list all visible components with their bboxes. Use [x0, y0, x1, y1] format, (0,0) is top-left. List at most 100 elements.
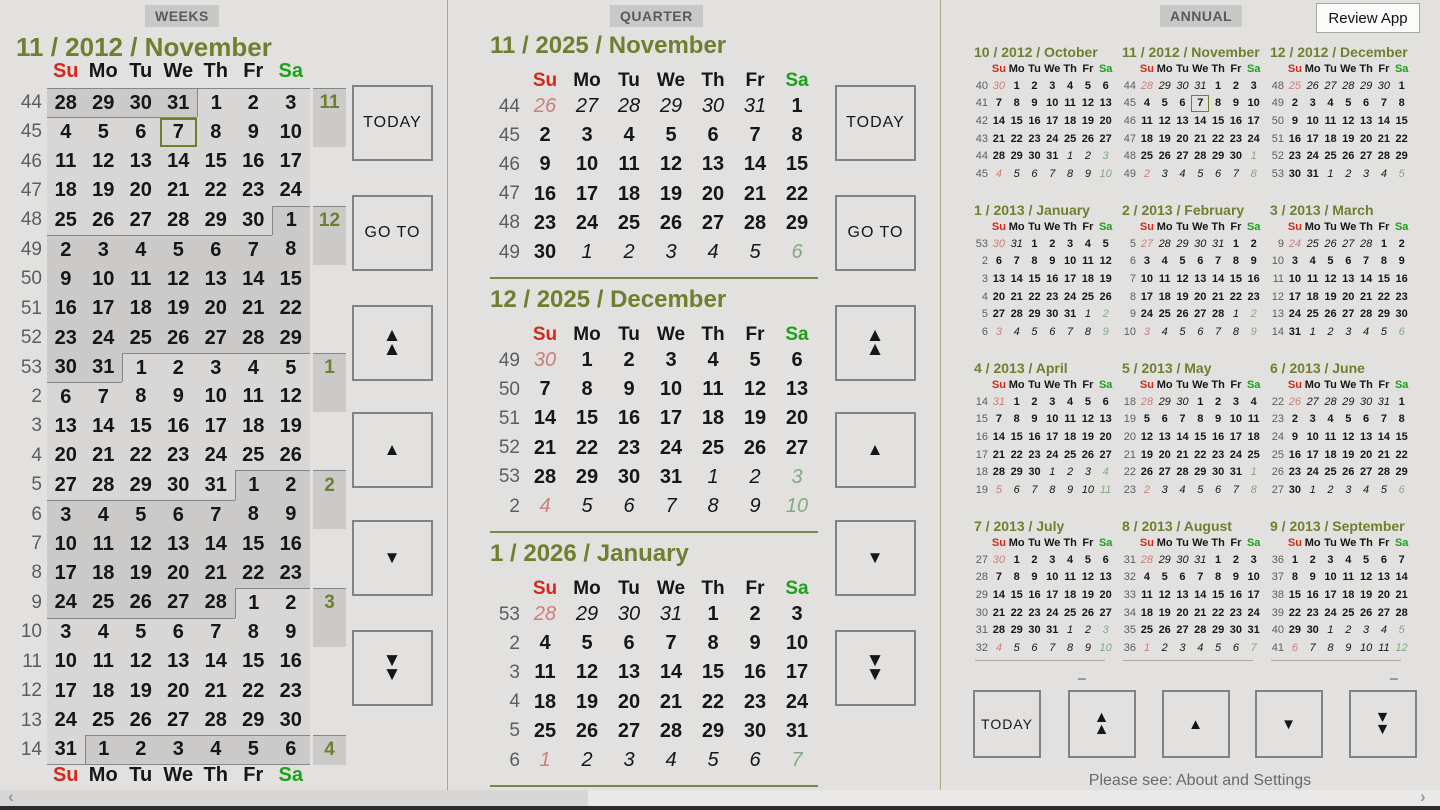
- day-cell[interactable]: 7: [159, 117, 197, 147]
- day-cell[interactable]: 22: [1229, 290, 1242, 303]
- day-cell[interactable]: 2: [623, 241, 635, 264]
- day-cell[interactable]: 12: [1176, 272, 1189, 285]
- day-cell[interactable]: 28: [659, 719, 683, 742]
- day-cell[interactable]: 9: [749, 495, 761, 518]
- day-cell[interactable]: 19: [159, 293, 197, 324]
- day-cell[interactable]: 19: [1342, 132, 1355, 145]
- day-cell[interactable]: 29: [1194, 466, 1207, 479]
- day-cell[interactable]: 26: [1306, 79, 1319, 92]
- day-cell[interactable]: 30: [1176, 79, 1189, 92]
- day-cell[interactable]: 8: [197, 117, 235, 147]
- annual-up-button[interactable]: ▲: [1162, 690, 1230, 758]
- day-cell[interactable]: 3: [47, 617, 85, 648]
- day-cell[interactable]: 24: [1247, 132, 1260, 145]
- day-cell[interactable]: 7: [1309, 641, 1316, 654]
- day-cell[interactable]: 13: [1099, 571, 1112, 584]
- day-cell[interactable]: 20: [1359, 132, 1373, 145]
- day-cell[interactable]: 27: [785, 436, 809, 459]
- day-cell[interactable]: 31: [785, 719, 809, 742]
- day-cell[interactable]: 8: [707, 632, 719, 655]
- day-cell[interactable]: 9: [1232, 571, 1239, 584]
- day-cell[interactable]: 7: [791, 749, 803, 772]
- day-cell[interactable]: 6: [1232, 641, 1239, 654]
- day-cell[interactable]: 12: [1158, 588, 1171, 601]
- day-cell[interactable]: 8: [1250, 167, 1257, 180]
- day-cell[interactable]: 31: [659, 603, 683, 626]
- day-cell[interactable]: 18: [1063, 588, 1077, 601]
- day-cell[interactable]: 6: [1380, 553, 1387, 566]
- day-cell[interactable]: 2: [1232, 553, 1239, 566]
- day-cell[interactable]: 2: [1143, 483, 1150, 496]
- day-cell[interactable]: 6: [791, 349, 803, 372]
- day-cell[interactable]: 1: [1067, 624, 1074, 637]
- day-cell[interactable]: 10: [1306, 430, 1319, 443]
- day-cell[interactable]: 18: [234, 411, 272, 442]
- day-cell[interactable]: 8: [234, 499, 272, 530]
- day-cell[interactable]: 21: [234, 293, 272, 324]
- day-cell[interactable]: 16: [272, 647, 310, 677]
- day-cell[interactable]: 20: [159, 676, 197, 706]
- day-cell[interactable]: 30: [992, 79, 1006, 92]
- day-cell[interactable]: 26: [743, 436, 767, 459]
- day-cell[interactable]: 28: [1158, 237, 1171, 250]
- day-cell[interactable]: 27: [617, 719, 641, 742]
- day-cell[interactable]: 13: [1194, 272, 1207, 285]
- day-cell[interactable]: 28: [1359, 308, 1373, 321]
- day-cell[interactable]: 2: [272, 470, 310, 500]
- day-cell[interactable]: 24: [1046, 606, 1059, 619]
- day-cell[interactable]: 30: [272, 705, 310, 736]
- day-cell[interactable]: 14: [234, 264, 272, 294]
- day-cell[interactable]: 26: [1324, 308, 1337, 321]
- day-cell[interactable]: 11: [1082, 255, 1094, 268]
- day-cell[interactable]: 4: [1067, 553, 1074, 566]
- day-cell[interactable]: 22: [1211, 132, 1225, 145]
- day-cell[interactable]: 6: [1345, 255, 1352, 268]
- day-cell[interactable]: 12: [1081, 571, 1094, 584]
- day-cell[interactable]: 16: [1247, 272, 1260, 285]
- day-cell[interactable]: 28: [1377, 466, 1390, 479]
- day-cell[interactable]: 14: [992, 430, 1006, 443]
- day-cell[interactable]: 16: [1395, 272, 1408, 285]
- day-cell[interactable]: 5: [1161, 97, 1168, 110]
- annual-fast-up-button[interactable]: ▲ ▲: [1068, 690, 1136, 758]
- day-cell[interactable]: 9: [272, 499, 310, 530]
- day-cell[interactable]: 19: [1324, 290, 1337, 303]
- day-cell[interactable]: 28: [197, 705, 235, 736]
- day-cell[interactable]: 6: [791, 241, 803, 264]
- day-cell[interactable]: 26: [159, 323, 197, 353]
- day-cell[interactable]: 19: [122, 676, 160, 706]
- day-cell[interactable]: 31: [1306, 167, 1319, 180]
- day-cell[interactable]: 23: [1288, 466, 1302, 479]
- day-cell[interactable]: 4: [1179, 167, 1186, 180]
- day-cell[interactable]: 6: [1179, 97, 1186, 110]
- day-cell[interactable]: 16: [617, 407, 641, 430]
- day-cell[interactable]: 17: [1140, 290, 1154, 303]
- day-cell[interactable]: 4: [1161, 255, 1168, 268]
- day-cell[interactable]: 17: [1324, 588, 1337, 601]
- day-cell[interactable]: 31: [159, 88, 197, 118]
- day-cell[interactable]: 15: [1211, 588, 1225, 601]
- day-cell[interactable]: 5: [1084, 79, 1091, 92]
- day-cell[interactable]: 10: [1247, 571, 1260, 584]
- day-cell[interactable]: 7: [1215, 255, 1222, 268]
- day-cell[interactable]: 9: [1067, 483, 1074, 496]
- day-cell[interactable]: 16: [1028, 430, 1041, 443]
- day-cell[interactable]: 16: [47, 293, 85, 324]
- day-cell[interactable]: 9: [1031, 571, 1038, 584]
- day-cell[interactable]: 10: [659, 378, 683, 401]
- day-cell[interactable]: 4: [122, 235, 160, 265]
- day-cell[interactable]: 15: [1010, 114, 1023, 127]
- day-cell[interactable]: 1: [234, 470, 272, 500]
- day-cell[interactable]: 3: [1345, 483, 1352, 496]
- day-cell[interactable]: 15: [785, 153, 809, 176]
- day-cell[interactable]: 25: [1342, 606, 1355, 619]
- day-cell[interactable]: 22: [1194, 448, 1207, 461]
- day-cell[interactable]: 16: [159, 411, 197, 442]
- day-cell[interactable]: 1: [1380, 237, 1387, 250]
- day-cell[interactable]: 1: [1013, 395, 1020, 408]
- day-cell[interactable]: 8: [1291, 571, 1298, 584]
- day-cell[interactable]: 31: [84, 352, 122, 383]
- day-cell[interactable]: 23: [159, 441, 197, 471]
- day-cell[interactable]: 20: [122, 176, 160, 206]
- day-cell[interactable]: 20: [785, 407, 809, 430]
